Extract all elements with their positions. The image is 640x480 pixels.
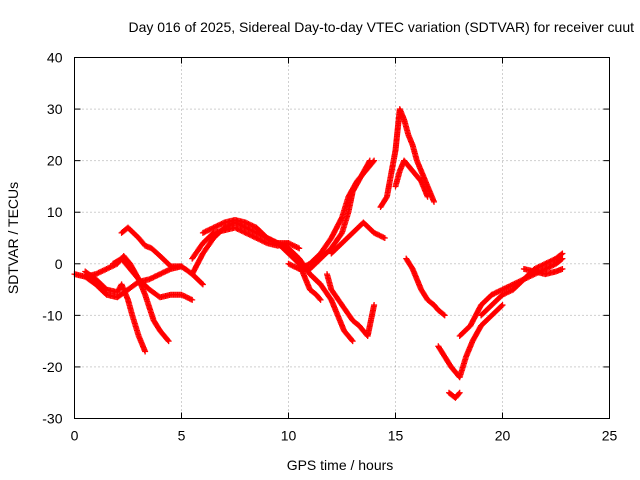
y-tick-label: 30 xyxy=(47,101,63,117)
chart-title: Day 016 of 2025, Sidereal Day-to-day VTE… xyxy=(128,19,634,35)
data-point xyxy=(366,157,373,164)
y-tick-label: 40 xyxy=(47,50,63,66)
data-point xyxy=(198,280,205,287)
axis-ticks xyxy=(74,57,610,419)
series-track-g xyxy=(189,224,292,262)
series-track-k xyxy=(296,157,373,272)
x-tick-label: 10 xyxy=(281,428,297,444)
series-track-t xyxy=(456,255,566,339)
data-point xyxy=(142,348,149,355)
data-point xyxy=(317,296,324,303)
data-point xyxy=(199,281,206,288)
series-track-n xyxy=(328,219,388,257)
data-point xyxy=(498,302,505,309)
x-tick-label: 25 xyxy=(602,428,618,444)
y-tick-label: 0 xyxy=(55,256,63,272)
series-track-r xyxy=(435,302,506,381)
data-point xyxy=(296,245,303,252)
series-track-e xyxy=(82,263,185,301)
y-tick-label: 20 xyxy=(47,153,63,169)
data-point xyxy=(441,312,448,319)
data-point xyxy=(559,255,566,262)
series-track-q xyxy=(403,255,448,319)
y-axis-label: SDTVAR / TECUs xyxy=(5,182,21,294)
series-track-v xyxy=(520,265,566,278)
series-track-p xyxy=(392,157,431,200)
x-axis-label: GPS time / hours xyxy=(287,457,394,473)
series-track-o xyxy=(377,106,438,211)
series-track-m xyxy=(324,271,378,339)
data-point xyxy=(381,235,388,241)
data-point xyxy=(559,250,566,257)
chart-grid xyxy=(74,57,610,419)
data-points xyxy=(71,106,566,401)
data-point xyxy=(499,302,506,309)
y-tick-label: -20 xyxy=(42,359,62,375)
data-point xyxy=(348,337,355,344)
series-track-i xyxy=(274,240,324,303)
data-point xyxy=(316,295,323,302)
series-track-s xyxy=(446,389,463,401)
data-point xyxy=(371,302,378,309)
y-tick-label: 10 xyxy=(47,204,63,220)
data-point xyxy=(189,296,196,303)
series-track-l xyxy=(306,271,356,345)
data-point xyxy=(559,265,566,272)
series-track-h xyxy=(199,216,303,252)
data-point xyxy=(440,311,447,318)
data-point xyxy=(366,158,373,165)
series-track-b xyxy=(82,268,149,355)
data-point xyxy=(424,193,431,200)
data-point xyxy=(455,390,462,397)
x-tick-label: 5 xyxy=(178,428,186,444)
x-tick-label: 0 xyxy=(71,428,79,444)
plot-frame xyxy=(74,57,610,419)
data-point xyxy=(165,338,172,345)
y-tick-labels: 40 30 20 10 0 -10 -20 -30 xyxy=(42,50,62,427)
data-point xyxy=(456,389,463,396)
x-tick-label: 15 xyxy=(388,428,404,444)
data-point xyxy=(178,263,185,270)
data-point xyxy=(164,337,171,344)
y-tick-label: -10 xyxy=(42,307,62,323)
data-point xyxy=(558,251,565,258)
x-tick-labels: 0 5 10 15 20 25 xyxy=(71,428,618,444)
data-point xyxy=(431,198,438,205)
series-track-a xyxy=(71,253,172,345)
data-point xyxy=(349,338,356,345)
x-tick-label: 20 xyxy=(495,428,511,444)
data-point xyxy=(558,256,565,263)
series-track-u xyxy=(478,250,566,319)
y-tick-label: -30 xyxy=(42,411,62,427)
